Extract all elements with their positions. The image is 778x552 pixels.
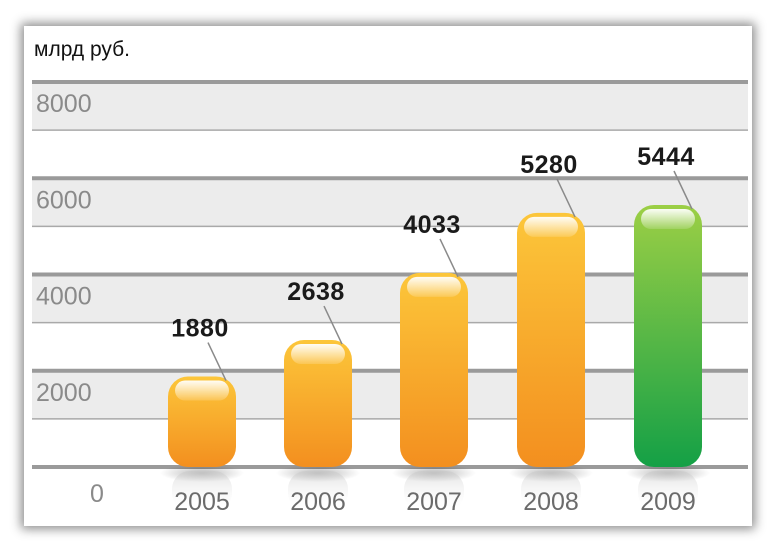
bar-reflection	[638, 471, 698, 511]
bar-2009	[634, 205, 702, 467]
value-leader-line	[323, 305, 343, 345]
bar-body	[400, 272, 468, 467]
value-leader-line	[673, 170, 693, 210]
bar-2007	[400, 272, 468, 467]
value-leader-line	[556, 178, 576, 218]
value-label: 5444	[637, 143, 695, 171]
bar-gloss	[407, 276, 461, 297]
grid-band	[32, 82, 748, 131]
value-label: 1880	[171, 315, 229, 343]
bar-2006	[284, 340, 352, 467]
unit-label: млрд руб.	[34, 38, 130, 61]
x-tick-label: 2006	[290, 488, 346, 516]
x-tick-label: 2008	[523, 488, 579, 516]
bar-gloss	[175, 380, 229, 401]
x-tick-label: 2005	[174, 488, 230, 516]
bar-body	[517, 212, 585, 467]
value-leader-line	[207, 342, 227, 381]
value-label: 4033	[403, 211, 461, 239]
x-tick-label: 2007	[406, 488, 462, 516]
x-tick-label: 2009	[640, 488, 696, 516]
bar-gloss	[524, 216, 578, 237]
bar-body	[634, 205, 702, 467]
bar-2005	[168, 376, 236, 467]
y-tick-label: 8000	[36, 90, 92, 118]
bar-gloss	[291, 344, 345, 365]
bar-body	[284, 340, 352, 467]
bar-gloss	[641, 209, 695, 230]
bar-reflection	[172, 471, 232, 511]
y-tick-label: 0	[90, 480, 104, 508]
value-label: 2638	[287, 278, 345, 306]
bar-reflection	[288, 471, 348, 511]
y-tick-label: 4000	[36, 283, 92, 311]
bar-reflection	[521, 471, 581, 511]
grid-band	[32, 274, 748, 323]
y-tick-label: 6000	[36, 186, 92, 214]
y-tick-label: 2000	[36, 379, 92, 407]
bar-2008	[517, 212, 585, 467]
value-label: 5280	[520, 151, 578, 179]
grid-band	[32, 370, 748, 419]
value-leader-line	[439, 238, 459, 278]
grid-band	[32, 178, 748, 227]
bar-reflection	[404, 471, 464, 511]
